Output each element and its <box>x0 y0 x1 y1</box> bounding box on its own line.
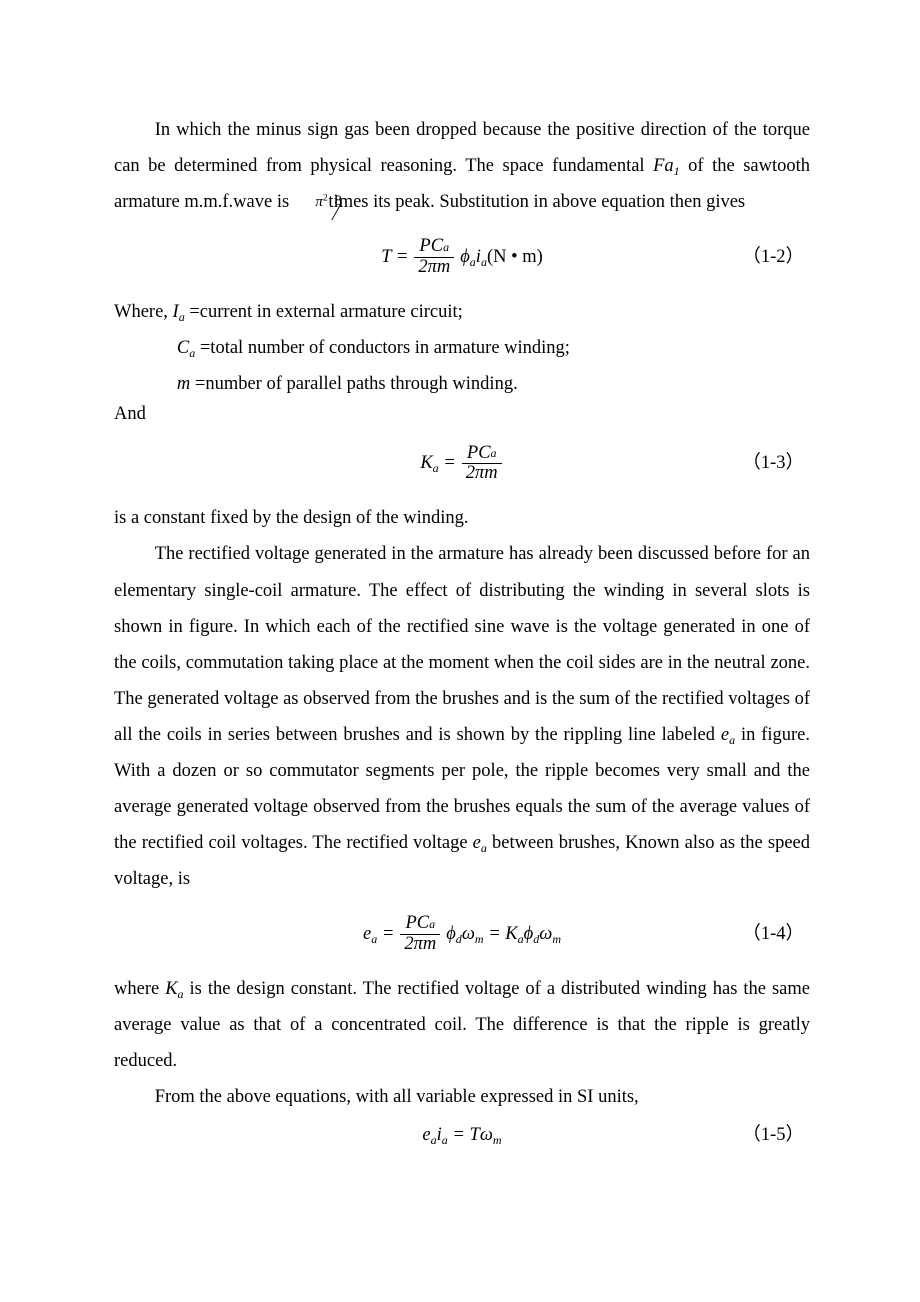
Ia-symbol: Ia <box>173 302 185 322</box>
Ka-base: K <box>165 979 177 999</box>
ea1-base: e <box>721 725 729 745</box>
where-line-3: m =number of parallel paths through wind… <box>177 366 810 402</box>
eq14-omega2-sub: m <box>552 932 561 946</box>
paragraph-5: From the above equations, with all varia… <box>114 1079 810 1115</box>
m-symbol: m <box>177 374 190 394</box>
eq14-omega-sub: m <box>475 932 484 946</box>
frac-den-pi: π <box>315 194 323 210</box>
eq14-phi: ϕ <box>446 924 456 944</box>
Fa1-base: Fa <box>653 156 674 176</box>
paragraph-2: is a constant fixed by the design of the… <box>114 500 810 536</box>
p1-post: times its peak. Substitution in above eq… <box>324 192 745 212</box>
paragraph-1: In which the minus sign gas been dropped… <box>114 112 810 220</box>
and-line: And <box>114 402 810 426</box>
eq15-e: e <box>422 1125 430 1145</box>
eq13-label: （1-3） <box>742 445 804 481</box>
eq14-body: ea = PCa 2πm ϕdωm = Kaϕdωm <box>363 914 561 954</box>
Ia-def: =current in external armature circuit; <box>185 302 463 322</box>
eq14-eq: = <box>377 924 394 944</box>
eq12-lhs: T = <box>381 239 408 275</box>
eq13-body: Ka = PCa 2πm <box>420 444 503 484</box>
eq14-eq2: = K <box>484 924 518 944</box>
Ca-def: =total number of conductors in armature … <box>195 338 570 358</box>
Ca-symbol: Ca <box>177 338 195 358</box>
eq12-body: T = PCa 2πm ϕaia(N • m) <box>381 237 543 277</box>
eq12-phi: ϕ <box>460 247 470 267</box>
eq12-frac: PCa 2πm <box>414 237 454 277</box>
eight-over-pi2: 8⁄π2 <box>294 189 324 213</box>
eq14-frac: PCa 2πm <box>400 914 440 954</box>
ea1-symbol: ea <box>721 725 735 745</box>
eq14-lhs: ea = <box>363 916 394 952</box>
eq12-tail: ϕaia(N • m) <box>460 239 543 275</box>
eq14-omega2: ω <box>539 924 552 944</box>
ea2-symbol: ea <box>473 833 487 853</box>
eq15-omega: ω <box>480 1125 493 1145</box>
equation-1-5: eaia = Tωm （1-5） <box>114 1117 810 1153</box>
p3-pre: The rectified voltage generated in the a… <box>114 544 810 744</box>
eq15-body: eaia = Tωm <box>422 1117 501 1153</box>
p4-post: is the design constant. The rectified vo… <box>114 979 810 1071</box>
eq12-num-PC: PC <box>419 237 443 256</box>
Ca-base: C <box>177 338 189 358</box>
eq14-label: （1-4） <box>742 916 804 952</box>
eq15-omega-sub: m <box>493 1134 502 1148</box>
eq12-label: （1-2） <box>742 239 804 275</box>
where-line-1: Where, Ia =current in external armature … <box>114 294 810 330</box>
eq12-units: (N • m) <box>487 247 543 267</box>
eq14-den: 2πm <box>400 934 440 954</box>
eq13-num-PC: PC <box>467 444 491 463</box>
eq13-num: PCa <box>463 444 501 463</box>
equation-1-3: Ka = PCa 2πm （1-3） <box>114 436 810 490</box>
eq14-num: PCa <box>401 914 439 933</box>
paragraph-4: where Ka is the design constant. The rec… <box>114 971 810 1079</box>
eq15-label: （1-5） <box>742 1117 804 1153</box>
ea2-base: e <box>473 833 481 853</box>
eq15-lhs: eaia = Tωm <box>422 1117 501 1153</box>
frac-den-exp: 2 <box>323 193 328 204</box>
Ka-symbol: Ka <box>165 979 183 999</box>
m-def: =number of parallel paths through windin… <box>190 374 517 394</box>
eq14-mid: ϕdωm = Kaϕdωm <box>446 916 561 952</box>
eq15-eq: = T <box>448 1125 480 1145</box>
page: In which the minus sign gas been dropped… <box>0 0 920 1302</box>
eq13-lhs: Ka = <box>420 445 455 481</box>
eq14-num-PC: PC <box>405 914 429 933</box>
paragraph-3: The rectified voltage generated in the a… <box>114 536 810 897</box>
where-prefix: Where, <box>114 302 173 322</box>
p4-pre: where <box>114 979 165 999</box>
eq12-den: 2πm <box>414 257 454 277</box>
eq13-K: K <box>420 453 432 473</box>
Fa1-symbol: Fa1 <box>653 156 680 176</box>
eq13-eq: = <box>439 453 456 473</box>
eq13-den: 2πm <box>462 463 502 483</box>
eq12-num: PCa <box>415 237 453 256</box>
eq13-frac: PCa 2πm <box>462 444 502 484</box>
eq14-e: e <box>363 924 371 944</box>
equation-1-2: T = PCa 2πm ϕaia(N • m) （1-2） <box>114 230 810 284</box>
equation-1-4: ea = PCa 2πm ϕdωm = Kaϕdωm （1-4） <box>114 907 810 961</box>
where-line-2: Ca =total number of conductors in armatu… <box>177 330 810 366</box>
eq14-omega: ω <box>462 924 475 944</box>
eq14-phi2: ϕ <box>524 924 534 944</box>
frac-den: π2 <box>275 188 328 217</box>
